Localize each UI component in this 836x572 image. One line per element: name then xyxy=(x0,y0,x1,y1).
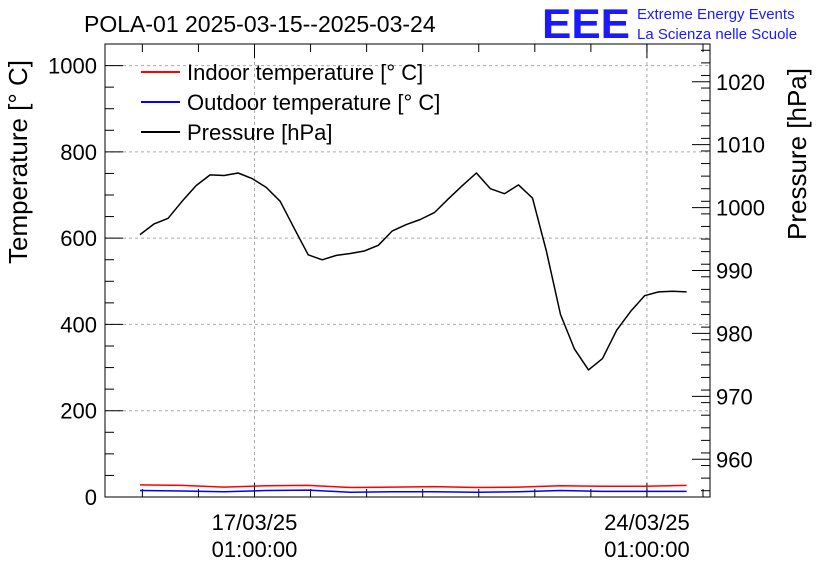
eee-logo-line1: Extreme Energy Events xyxy=(637,6,795,23)
x-tick-label-time: 01:00:00 xyxy=(212,537,298,562)
plot-frame xyxy=(104,43,711,498)
indoor-temperature-line xyxy=(139,484,687,489)
outdoor-temperature-line xyxy=(139,489,687,494)
y2-tick-label: 1000 xyxy=(716,196,765,221)
legend-label-pressure: Pressure [hPa] xyxy=(187,120,333,145)
series-lines xyxy=(139,172,687,494)
legend: Indoor temperature [° C] Outdoor tempera… xyxy=(141,60,440,145)
eee-logo-mark: EEE xyxy=(542,0,630,47)
legend-label-indoor: Indoor temperature [° C] xyxy=(187,60,423,85)
eee-logo-line2: La Scienza nelle Scuole xyxy=(637,26,797,43)
y2-tick-label: 980 xyxy=(716,321,753,346)
grid xyxy=(105,44,710,497)
y-tick-label: 0 xyxy=(85,485,97,510)
legend-label-outdoor: Outdoor temperature [° C] xyxy=(187,90,440,115)
chart-title: POLA-01 2025-03-15--2025-03-24 xyxy=(84,11,436,37)
y2-axis-label: Pressure [hPa] xyxy=(782,68,812,240)
y-tick-label: 800 xyxy=(60,140,97,165)
y-tick-label: 200 xyxy=(60,399,97,424)
y-tick-label: 600 xyxy=(60,226,97,251)
y2-tick-label: 970 xyxy=(716,384,753,409)
x-tick-label-date: 24/03/25 xyxy=(604,510,690,535)
y2-tick-label: 990 xyxy=(716,259,753,284)
y-tick-label: 400 xyxy=(60,312,97,337)
y2-tick-label: 960 xyxy=(716,447,753,472)
y2-tick-label: 1010 xyxy=(716,133,765,158)
y-axis-label: Temperature [° C] xyxy=(3,60,33,264)
axis-ticks xyxy=(105,43,710,498)
y2-tick-label: 1020 xyxy=(716,70,765,95)
y-tick-label: 1000 xyxy=(48,54,97,79)
eee-logo: EEE Extreme Energy Events La Scienza nel… xyxy=(542,0,797,47)
pressure-line xyxy=(139,172,687,371)
x-tick-label-time: 01:00:00 xyxy=(604,537,690,562)
x-tick-label-date: 17/03/25 xyxy=(212,510,298,535)
tick-labels: 0 200 400 600 800 1000 960 970 980 990 1000 1010 102… xyxy=(48,54,765,562)
